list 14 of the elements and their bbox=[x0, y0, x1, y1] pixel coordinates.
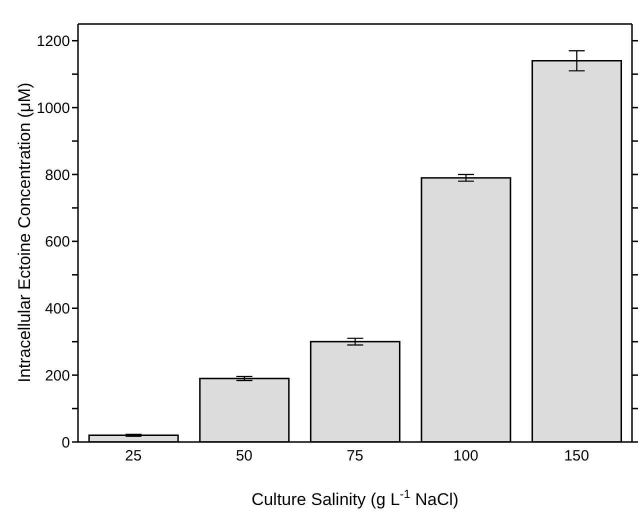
y-tick-label: 1000 bbox=[36, 100, 70, 117]
y-tick-label: 400 bbox=[44, 300, 70, 318]
y-tick-label: 1200 bbox=[36, 33, 70, 50]
x-tick-label: 75 bbox=[346, 448, 364, 465]
y-tick-label: 600 bbox=[44, 234, 70, 251]
x-tick-label: 25 bbox=[125, 448, 142, 465]
y-tick-label: 800 bbox=[44, 166, 70, 184]
x-tick-label: 100 bbox=[453, 448, 478, 465]
x-axis-title: Culture Salinity (g L$^{-1}$ NaCl) bbox=[251, 487, 459, 509]
y-axis-title: Intracellular Ectoine Concentration (μM) bbox=[15, 82, 34, 382]
y-tick-label: 200 bbox=[44, 367, 70, 384]
x-tick-label: 150 bbox=[564, 448, 590, 465]
x-tick-label: 50 bbox=[236, 448, 253, 465]
y-tick-label: 0 bbox=[62, 434, 70, 452]
